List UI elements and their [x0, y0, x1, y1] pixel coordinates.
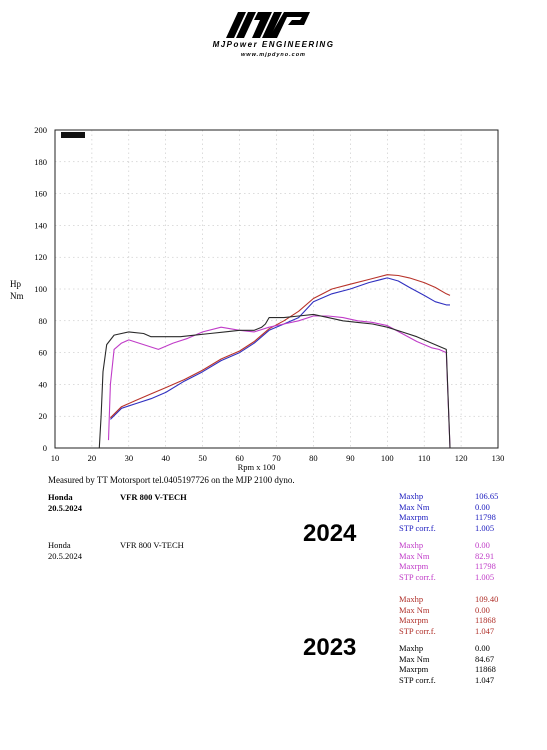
- stat-label: STP corr.f.: [399, 522, 436, 533]
- measurement-caption: Measured by TT Motorsport tel.0405197726…: [48, 475, 295, 485]
- stats-block-red: Maxhp 109.40 Max Nm 0.00 Maxrpm 11868 STP c…: [399, 594, 509, 636]
- stat-label: Maxhp: [399, 643, 424, 653]
- dyno-chart: 0 20 40 60 80 100 120 140 160 180 200 10 20 30 40 50 60 7…: [10, 125, 505, 472]
- brand-name: MJPower ENGINEERING: [212, 40, 335, 49]
- stat-value: 0.00: [475, 501, 490, 512]
- x-tick-label: 50: [198, 453, 207, 463]
- year-2023: 2023: [303, 634, 357, 661]
- stats-block-blue: Maxhp 106.65 Max Nm 0.00 Maxrpm 11798 STP c…: [399, 491, 509, 533]
- stat-value: 82.91: [475, 550, 495, 561]
- stat-value: 84.67: [475, 653, 495, 664]
- stat-value: 11868: [475, 615, 496, 626]
- mjp-logo: [226, 12, 310, 38]
- plot-frame: [54, 129, 499, 449]
- x-tick-label: 30: [125, 453, 134, 463]
- brand-url: www.mjpdyno.com: [241, 52, 306, 58]
- stat-value: 106.65: [475, 491, 499, 501]
- y-tick-label: 200: [34, 125, 47, 135]
- chart-corner-logo: [61, 132, 85, 138]
- run2-date: 20.5.2024: [48, 551, 82, 561]
- stat-label: Max Nm: [399, 501, 430, 512]
- stat-label: Maxrpm: [399, 664, 429, 675]
- run2-model: VFR 800 V-TECH: [120, 540, 184, 550]
- y-tick-label: 60: [39, 348, 48, 358]
- y-tick-label: 20: [39, 411, 48, 421]
- x-tick-label: 40: [162, 453, 171, 463]
- run1-model: VFR 800 V-TECH: [120, 492, 187, 502]
- stat-label: Max Nm: [399, 653, 430, 664]
- x-tick-label: 90: [346, 453, 355, 463]
- stat-label: STP corr.f.: [399, 571, 436, 582]
- stat-value: 1.005: [475, 571, 495, 582]
- stat-value: 1.047: [475, 674, 495, 685]
- y-tick-label: 80: [39, 316, 48, 326]
- year-2024: 2024: [303, 520, 357, 547]
- y-axis-label: Hp: [10, 279, 21, 289]
- stat-value: 1.005: [475, 522, 495, 533]
- stat-label: STP corr.f.: [399, 625, 436, 636]
- x-tick-label: 80: [309, 453, 318, 463]
- stat-label: Maxrpm: [399, 561, 429, 572]
- stat-value: 0.00: [475, 643, 490, 653]
- stat-label: Maxrpm: [399, 615, 429, 626]
- stat-label: Maxhp: [399, 594, 424, 604]
- stats-block-magenta: Maxhp 0.00 Max Nm 82.91 Maxrpm 11798 STP co…: [399, 540, 509, 582]
- x-tick-label: 100: [381, 453, 394, 463]
- x-tick-label: 60: [235, 453, 244, 463]
- stats-block-black: Maxhp 0.00 Max Nm 84.67 Maxrpm 11868 STP co…: [399, 643, 509, 685]
- series-line-3: [98, 313, 451, 449]
- y-axis-label: Nm: [10, 291, 24, 301]
- x-tick-label: 10: [51, 453, 60, 463]
- x-tick-label: 130: [492, 453, 505, 463]
- y-tick-label: 120: [34, 252, 47, 262]
- run2-make: Honda: [48, 540, 71, 550]
- stat-value: 11868: [475, 664, 496, 675]
- x-axis-label: Rpm x 100: [238, 462, 276, 472]
- stat-label: Max Nm: [399, 550, 430, 561]
- x-tick-label: 20: [88, 453, 97, 463]
- y-tick-label: 40: [39, 379, 48, 389]
- stat-label: STP corr.f.: [399, 674, 436, 685]
- series-line-2: [107, 315, 451, 449]
- series-line-1: [110, 274, 451, 419]
- stat-value: 11798: [475, 512, 496, 523]
- stat-label: Maxhp: [399, 540, 424, 550]
- x-tick-label: 110: [418, 453, 430, 463]
- y-tick-label: 140: [34, 220, 47, 230]
- stat-label: Max Nm: [399, 604, 430, 615]
- stat-value: 0.00: [475, 604, 490, 615]
- x-tick-label: 70: [272, 453, 281, 463]
- stat-label: Maxhp: [399, 491, 424, 501]
- x-tick-label: 120: [455, 453, 468, 463]
- run1-date: 20.5.2024: [48, 503, 82, 513]
- y-tick-label: 100: [34, 284, 47, 294]
- stat-value: 109.40: [475, 594, 499, 604]
- y-tick-label: 160: [34, 189, 47, 199]
- stat-value: 0.00: [475, 540, 490, 550]
- stat-value: 11798: [475, 561, 496, 572]
- stat-value: 1.047: [475, 625, 495, 636]
- y-tick-label: 180: [34, 157, 47, 167]
- run1-make: Honda: [48, 492, 73, 502]
- stat-label: Maxrpm: [399, 512, 429, 523]
- y-tick-label: 0: [43, 443, 47, 453]
